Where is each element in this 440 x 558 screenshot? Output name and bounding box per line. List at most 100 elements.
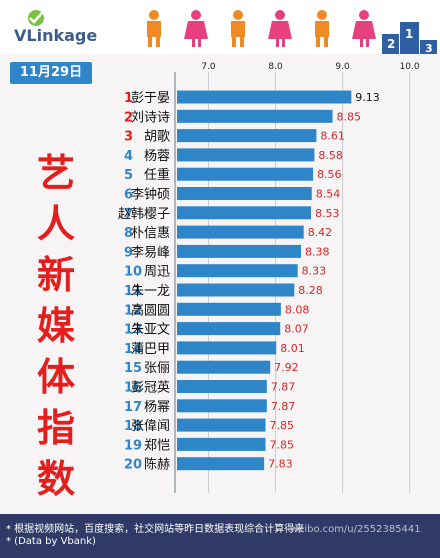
rank-label: 1: [124, 91, 133, 106]
value-label: 8.28: [298, 284, 323, 297]
rank-label: 15: [124, 361, 142, 376]
value-label: 8.33: [302, 265, 327, 278]
value-label: 8.56: [317, 168, 342, 181]
footnote-data-credit: * (Data by Vbank): [6, 536, 96, 547]
people-icons: [147, 10, 376, 47]
rank-label: 11: [124, 284, 142, 299]
x-tick-label: 7.0: [201, 62, 216, 72]
bar: [177, 322, 281, 336]
bar: [177, 129, 317, 143]
value-label: 8.53: [315, 207, 340, 220]
bar: [177, 109, 333, 123]
bar: [177, 264, 298, 278]
chart-title: 艺人新媒体指数: [36, 151, 75, 501]
bar: [177, 302, 281, 316]
artist-name: 郑恺: [144, 438, 170, 453]
bar: [177, 418, 266, 432]
header: VLinkage 2 1 3: [0, 0, 440, 54]
value-label: 7.85: [269, 438, 294, 451]
value-label: 7.85: [269, 419, 294, 432]
rank-label: 2: [124, 110, 133, 125]
value-label: 9.13: [355, 91, 380, 104]
value-label: 8.07: [284, 323, 309, 336]
value-label: 7.83: [268, 458, 293, 471]
rank-label: 13: [124, 323, 142, 338]
rank-label: 10: [124, 265, 142, 280]
rank-label: 5: [124, 168, 133, 183]
artist-name: 朱一龙: [131, 284, 170, 299]
value-label: 7.92: [274, 361, 299, 374]
bar: [177, 341, 277, 355]
bar: [177, 244, 302, 258]
footnote-source: * 根据视频网站，百度搜索，社交网站等昨日数据表现综合计算得来: [6, 524, 305, 535]
bar: [177, 399, 267, 413]
bar: [177, 206, 312, 220]
bar: [177, 167, 314, 181]
rank-label: 20: [124, 458, 142, 473]
bar: [177, 457, 265, 471]
artist-name: 高圆圆: [131, 302, 170, 318]
rank-label: 7: [124, 207, 133, 222]
x-tick-label: 9.0: [335, 62, 350, 72]
artist-name: 朴信惠: [131, 226, 170, 241]
x-tick-label: 10.0: [400, 62, 420, 72]
bar: [177, 283, 295, 297]
rank-label: 6: [124, 188, 133, 203]
value-label: 8.38: [305, 245, 330, 258]
rank-label: 19: [124, 438, 142, 453]
rank-label: 12: [124, 303, 142, 318]
bar: [177, 437, 266, 451]
svg-text:1: 1: [405, 27, 413, 41]
value-label: 8.58: [318, 149, 343, 162]
artist-name: 胡歌: [144, 130, 170, 145]
bar: [177, 90, 352, 104]
artist-name: 刘诗诗: [131, 110, 170, 125]
person-icon: [147, 10, 161, 47]
value-label: 8.42: [308, 226, 333, 239]
artist-name: 朱亚文: [131, 323, 170, 338]
footer: * 根据视频网站，百度搜索，社交网站等昨日数据表现综合计算得来 * (Data …: [0, 514, 440, 558]
person-icon: [268, 10, 292, 47]
vlinkage-logo: [28, 10, 44, 26]
rank-label: 14: [124, 342, 142, 357]
bar: [177, 187, 312, 200]
artist-name: 任重: [144, 167, 170, 183]
artist-name: 蒲巴甲: [131, 342, 170, 357]
artist-name: 陈赫: [144, 457, 170, 473]
podium-icon: 2 1 3: [382, 22, 437, 54]
svg-text:2: 2: [387, 37, 395, 51]
value-label: 8.01: [280, 342, 305, 355]
artist-name: 赵韩樱子: [118, 206, 170, 222]
artist-name: 张偉闻: [131, 419, 170, 434]
value-label: 8.54: [316, 188, 341, 201]
artist-name: 张俪: [144, 361, 170, 376]
value-label: 8.61: [320, 130, 345, 143]
rank-label: 17: [124, 400, 142, 415]
artist-name: 周迅: [144, 265, 170, 280]
value-label: 8.08: [285, 303, 310, 316]
artist-name: 杨蓉: [144, 149, 170, 164]
artist-name: 杨幂: [144, 400, 170, 415]
x-tick-label: 8.0: [268, 62, 283, 72]
weibo-watermark: weibo.com/u/2552385441: [290, 524, 421, 535]
person-icon: [352, 10, 376, 47]
bar: [177, 380, 267, 393]
value-label: 8.85: [337, 110, 362, 123]
artist-name: 彭冠英: [131, 381, 170, 396]
person-icon: [315, 10, 329, 47]
person-icon: [231, 10, 245, 47]
bar: [177, 360, 271, 374]
artist-name: 李钟硕: [131, 187, 170, 203]
artist-name: 彭于晏: [131, 91, 170, 106]
date-badge: 11月29日: [10, 62, 92, 84]
artist-name: 李易峰: [131, 245, 170, 260]
rank-label: 16: [124, 381, 142, 396]
bar: [177, 225, 304, 239]
value-label: 7.87: [271, 381, 296, 394]
rank-label: 4: [124, 149, 133, 164]
rank-label: 3: [124, 130, 133, 145]
rank-label: 18: [124, 419, 142, 434]
value-label: 7.87: [271, 400, 296, 413]
rank-label: 9: [124, 245, 133, 260]
